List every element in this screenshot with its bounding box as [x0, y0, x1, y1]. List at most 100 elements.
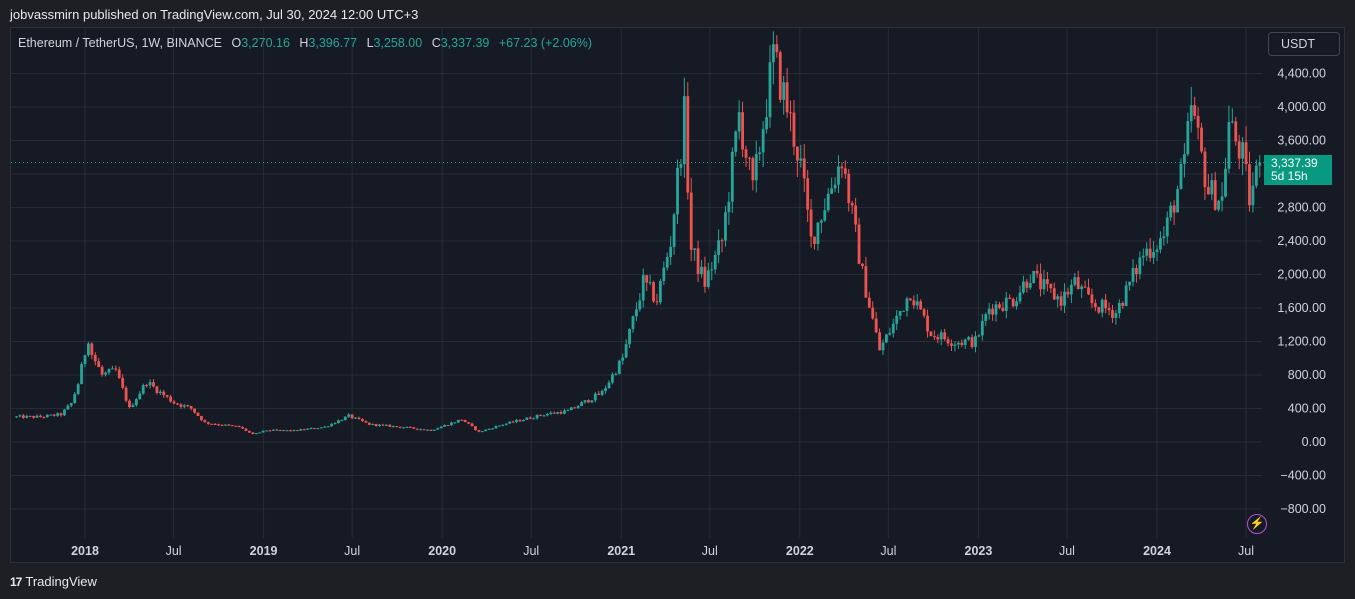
candle-body	[621, 357, 625, 361]
candle	[1230, 108, 1234, 124]
candle	[227, 424, 231, 426]
candle-body	[624, 344, 628, 358]
candle	[1114, 309, 1118, 325]
candle	[251, 432, 255, 435]
candle	[658, 278, 662, 305]
candle	[1200, 122, 1203, 154]
footer-brand[interactable]: 17 TradingView	[10, 574, 97, 589]
candle-body	[484, 429, 488, 432]
x-tick-label: 2024	[1143, 544, 1171, 558]
candle	[1046, 271, 1049, 292]
candle-body	[1063, 291, 1066, 306]
candle	[806, 169, 810, 223]
candle-body	[145, 385, 149, 387]
candle	[611, 372, 614, 385]
candle	[631, 315, 635, 333]
candle	[158, 389, 162, 395]
candle-body	[727, 201, 731, 213]
candle	[45, 414, 49, 418]
candle-body	[679, 164, 683, 168]
y-tick-label: 0.00	[1302, 435, 1326, 449]
currency-button[interactable]: USDT	[1268, 32, 1340, 56]
candles	[15, 31, 1262, 435]
candle	[491, 427, 494, 430]
candle	[713, 250, 717, 274]
candle-body	[110, 368, 114, 370]
candle-body	[100, 367, 104, 375]
candle	[217, 423, 220, 426]
candle-body	[765, 117, 768, 130]
lightning-icon[interactable]: ⚡	[1247, 514, 1267, 534]
time-axis: 2018 Jul 2019 Jul 2020 Jul 2021 Jul 2022 Jul 2023 J…	[71, 544, 1254, 558]
candle	[1148, 237, 1152, 262]
candle-body	[453, 422, 457, 424]
candle-body	[45, 414, 49, 418]
candle-body	[795, 146, 799, 161]
candle-body	[333, 423, 337, 425]
candle-body	[206, 422, 210, 424]
candle-body	[405, 426, 409, 428]
candle	[987, 302, 991, 320]
candle	[1172, 200, 1176, 225]
candle	[1206, 173, 1210, 195]
candle-body	[1117, 303, 1121, 314]
candle-body	[213, 423, 217, 425]
candle	[662, 261, 666, 286]
candle-body	[73, 394, 77, 404]
candle-body	[909, 298, 912, 301]
candle	[210, 423, 214, 425]
candle	[802, 144, 806, 193]
candle-body	[350, 414, 354, 419]
candle-body	[720, 240, 724, 242]
candle	[467, 421, 470, 425]
candle	[1080, 284, 1084, 298]
candle-body	[1159, 238, 1162, 250]
candle-body	[408, 426, 412, 428]
candle-body	[521, 419, 525, 422]
candle-body	[450, 422, 453, 426]
candle-body	[693, 248, 697, 250]
candle	[234, 425, 238, 427]
candle-body	[891, 323, 895, 334]
candle-body	[152, 382, 155, 387]
candle-body	[1176, 189, 1179, 213]
candle	[90, 342, 94, 360]
chart-area[interactable]	[10, 27, 1345, 563]
candle-body	[340, 420, 344, 422]
candle-body	[494, 426, 498, 429]
candle-body	[734, 131, 738, 152]
candle	[970, 334, 974, 349]
candle-body	[1237, 141, 1241, 159]
candle	[398, 426, 402, 429]
candle	[333, 422, 337, 425]
candle-body	[35, 415, 39, 418]
candle-body	[158, 391, 162, 393]
candle	[15, 415, 18, 418]
candle-body	[525, 417, 529, 420]
candle-body	[809, 209, 813, 237]
price-axis: 4,400.004,000.003,600.003,200.002,800.00…	[1277, 67, 1326, 517]
candle-body	[326, 426, 330, 428]
candle-body	[871, 307, 875, 319]
candle	[446, 424, 450, 427]
y-tick-label: 4,400.00	[1277, 67, 1326, 81]
candle	[837, 155, 840, 194]
symbol-label[interactable]: Ethereum / TetherUS, 1W, BINANCE	[18, 36, 223, 50]
candle-body	[881, 342, 885, 351]
candle-body	[193, 408, 196, 413]
candle	[1248, 151, 1251, 212]
candle	[580, 401, 584, 407]
candle-body	[114, 368, 118, 370]
candle-body	[943, 332, 947, 340]
x-tick-label: Jul	[702, 544, 718, 558]
candle	[624, 339, 628, 359]
candle	[176, 402, 179, 406]
candle	[696, 240, 700, 282]
candle	[1059, 291, 1063, 311]
candle-body	[1248, 164, 1251, 206]
candle	[278, 429, 282, 432]
candle	[1056, 293, 1060, 308]
candle-body	[737, 112, 741, 132]
candle-body	[278, 430, 282, 432]
